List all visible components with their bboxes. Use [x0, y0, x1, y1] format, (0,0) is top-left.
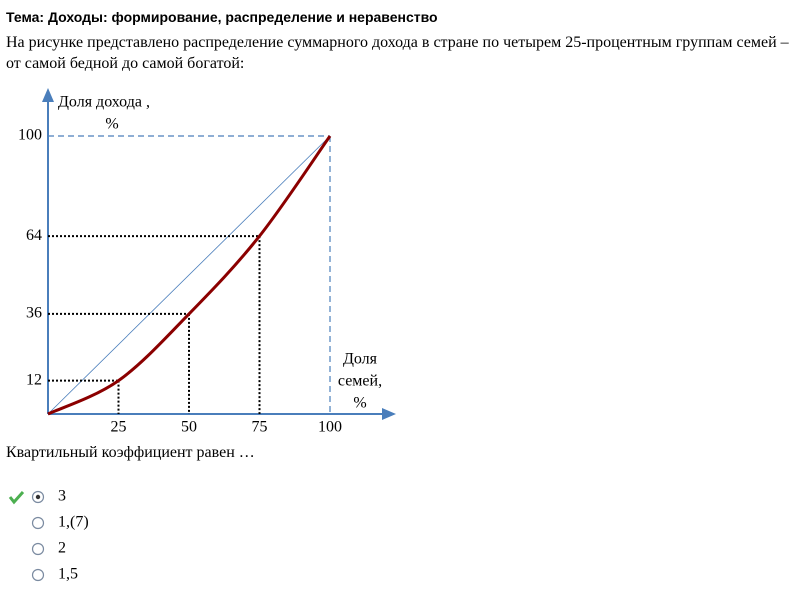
y-axis-label: Доля дохода ,: [58, 94, 150, 111]
option-label[interactable]: 3: [58, 488, 66, 505]
x-tick-label: 100: [318, 419, 342, 436]
x-tick-label: 50: [181, 419, 197, 436]
y-tick-label: 64: [26, 227, 42, 244]
x-tick-label: 25: [111, 419, 127, 436]
question-prompt: Квартильный коэффициент равен …: [6, 444, 255, 461]
correct-check: [8, 490, 25, 505]
y-axis-arrow: [42, 88, 54, 102]
option-label[interactable]: 1,(7): [58, 514, 89, 531]
x-axis-label: семей,: [338, 373, 382, 390]
x-axis-label: %: [353, 395, 366, 412]
y-tick-label: 12: [26, 371, 42, 388]
y-tick-label: 100: [18, 127, 42, 144]
radio-button[interactable]: [31, 568, 45, 582]
x-axis-label: Доля: [343, 351, 378, 368]
question-text: На рисунке представлено распределение су…: [6, 34, 789, 72]
lorenz-curve: [47, 135, 332, 416]
y-axis-label: %: [105, 116, 118, 133]
radio-button[interactable]: [31, 542, 45, 556]
y-tick-label: 36: [26, 305, 42, 322]
topic-title: Тема: Доходы: формирование, распределени…: [6, 9, 438, 25]
x-axis-arrow: [382, 408, 396, 420]
radio-button[interactable]: [31, 516, 45, 530]
option-label[interactable]: 1,5: [58, 566, 78, 583]
option-label[interactable]: 2: [58, 540, 66, 557]
radio-dot: [35, 494, 41, 500]
x-tick-label: 75: [252, 419, 268, 436]
equality-line: [47, 135, 331, 415]
